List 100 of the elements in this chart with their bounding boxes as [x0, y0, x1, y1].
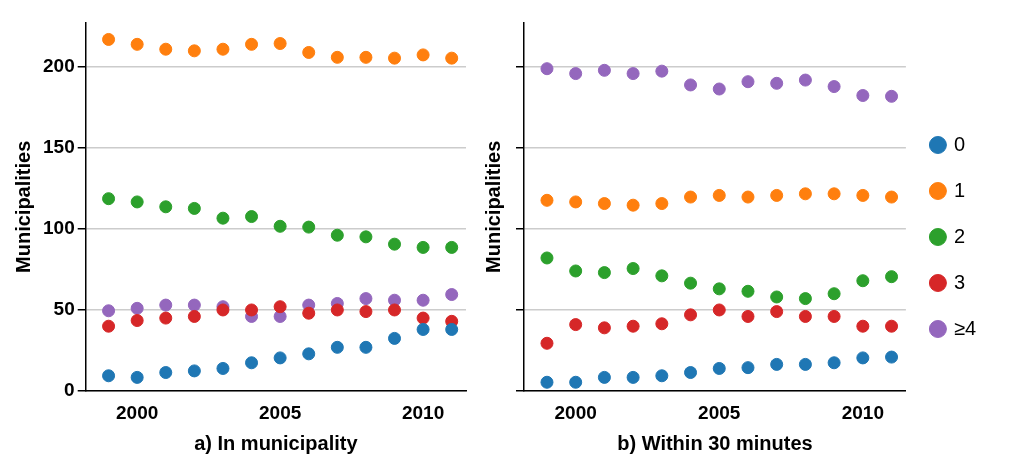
point [540, 62, 554, 76]
point [741, 361, 755, 375]
point [569, 264, 583, 278]
point [569, 318, 583, 332]
point [569, 375, 583, 389]
point [856, 351, 870, 365]
point [359, 305, 373, 319]
legend-label: 1 [953, 178, 966, 201]
y-axis-title: Municipalities [481, 140, 504, 273]
point [655, 369, 669, 383]
point [655, 197, 669, 211]
point [684, 276, 698, 290]
point [187, 309, 201, 323]
point [798, 73, 812, 87]
point [388, 303, 402, 317]
point [273, 300, 287, 314]
point [770, 305, 784, 319]
legend-label: 0 [953, 132, 966, 155]
point [388, 51, 402, 65]
x-tick-label: 2000 [554, 401, 597, 423]
point [712, 303, 726, 317]
y-tick-label: 0 [64, 379, 75, 401]
point [102, 319, 116, 333]
point [827, 287, 841, 301]
point [302, 220, 316, 234]
x-axis-title: a) In municipality [194, 431, 359, 454]
point [159, 298, 173, 312]
point [159, 200, 173, 214]
legend-label: 3 [953, 270, 966, 293]
point [445, 288, 459, 302]
point [885, 319, 899, 333]
point [302, 45, 316, 59]
point [416, 293, 430, 307]
point [741, 309, 755, 323]
point [798, 187, 812, 201]
point [540, 193, 554, 207]
point [187, 364, 201, 378]
point [655, 317, 669, 331]
point [159, 311, 173, 325]
y-tick-label: 150 [43, 135, 75, 157]
point [827, 187, 841, 201]
point [712, 282, 726, 296]
point [216, 42, 230, 56]
legend-label: ≥4 [953, 316, 977, 339]
point [159, 366, 173, 380]
point [159, 42, 173, 56]
x-tick-label: 2010 [401, 401, 445, 423]
point [187, 298, 201, 312]
point [597, 63, 611, 77]
point [684, 366, 698, 380]
point [827, 309, 841, 323]
x-axis-title: b) Within 30 minutes [617, 431, 813, 454]
point [626, 67, 640, 81]
point [741, 75, 755, 89]
point [569, 67, 583, 81]
point [102, 304, 116, 318]
point [885, 350, 899, 364]
point [302, 347, 316, 361]
y-tick-label: 50 [53, 298, 75, 320]
point [626, 370, 640, 384]
point [388, 237, 402, 251]
legend-label: 2 [953, 224, 966, 247]
point [445, 51, 459, 65]
point [102, 369, 116, 383]
y-axis-title: Municipalities [11, 140, 34, 273]
point [130, 301, 144, 315]
point [856, 188, 870, 202]
point [245, 303, 259, 317]
point [655, 269, 669, 283]
x-tick-label: 2000 [116, 401, 159, 423]
point [216, 211, 230, 225]
point [273, 219, 287, 233]
point [187, 201, 201, 215]
point [330, 340, 344, 354]
point [540, 375, 554, 389]
point [330, 50, 344, 64]
point [359, 340, 373, 354]
point [626, 262, 640, 276]
point [712, 188, 726, 202]
y-tick-label: 100 [43, 216, 75, 238]
point [273, 37, 287, 51]
point [102, 32, 116, 46]
point [684, 190, 698, 204]
point [885, 89, 899, 103]
point [741, 190, 755, 204]
point [416, 48, 430, 62]
point [359, 50, 373, 64]
point [445, 240, 459, 254]
point [245, 356, 259, 370]
point [359, 230, 373, 244]
point [597, 197, 611, 211]
point [655, 64, 669, 78]
point [445, 322, 459, 336]
point [330, 303, 344, 317]
point [770, 357, 784, 371]
point [712, 361, 726, 375]
point [388, 331, 402, 345]
point [856, 89, 870, 103]
point [597, 321, 611, 335]
point [798, 309, 812, 323]
